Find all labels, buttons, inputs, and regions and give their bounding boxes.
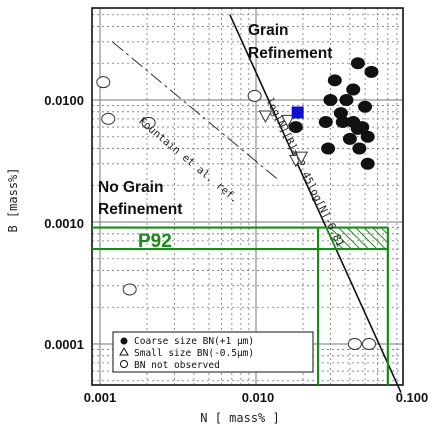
data-point-bn-not-observed	[96, 76, 111, 89]
data-point-coarse-bn	[360, 157, 375, 170]
data-point-coarse-bn	[364, 65, 379, 78]
region-label-no-refinement: Refinement	[98, 201, 182, 218]
legend: Coarse size BN(+1 μm) Small size BN(-0.5…	[112, 331, 314, 373]
data-point-coarse-bn	[339, 94, 354, 106]
data-point-small-bn	[258, 110, 273, 123]
y-tick-label: 0.0001	[44, 337, 84, 352]
x-tick-label: 0.100	[396, 390, 429, 405]
x-axis-label: N [ mass% ]	[200, 411, 279, 425]
y-tick-label: 0.0010	[44, 216, 84, 231]
data-point-coarse-bn	[333, 107, 348, 120]
region-label-grain: Grain	[248, 22, 288, 39]
data-point-coarse-bn	[346, 83, 361, 96]
data-point-coarse-bn	[352, 142, 367, 155]
data-point-small-bn	[281, 114, 295, 128]
data-point-bn-not-observed	[141, 116, 156, 129]
y-axis-label: B [mass%]	[6, 167, 20, 232]
data-point-coarse-bn	[318, 116, 333, 129]
data-point-coarse-bn	[360, 130, 375, 143]
legend-label: BN not observed	[134, 360, 220, 371]
p92-hatched-area	[325, 226, 389, 250]
data-point-coarse-bn	[350, 122, 365, 135]
fountain-reference-line	[112, 41, 280, 181]
data-point-coarse-bn	[321, 142, 336, 155]
data-point-coarse-bn	[358, 100, 373, 113]
x-tick-label: 0.001	[84, 390, 117, 405]
data-point-coarse-bn	[342, 132, 357, 145]
legend-marker-open-circle	[120, 360, 128, 368]
data-point-coarse-bn	[323, 94, 338, 106]
boundary-line	[229, 14, 402, 393]
data-point-bn-not-observed	[347, 338, 362, 350]
legend-marker-open-triangle	[119, 346, 129, 356]
data-point-coarse-bn	[350, 57, 365, 70]
legend-label: Small size BN(-0.5μm)	[134, 348, 254, 359]
data-point-coarse-bn	[288, 121, 303, 134]
legend-marker-filled-circle	[120, 337, 128, 345]
y-tick-label: 0.0100	[44, 93, 84, 108]
data-point-bn-not-observed	[361, 338, 376, 350]
legend-box	[112, 331, 314, 373]
p92-label: P92	[138, 231, 172, 252]
data-point-coarse-bn	[335, 116, 350, 129]
region-label-no-grain: No Grain	[98, 179, 163, 196]
data-point-small-bn	[294, 151, 309, 165]
plot-frame	[91, 7, 404, 386]
data-point-bn-not-observed	[247, 89, 262, 102]
region-label-refinement: Refinement	[248, 45, 332, 62]
data-point-bn-not-observed	[101, 112, 116, 125]
data-point-square	[291, 106, 304, 119]
x-tick-label: 0.010	[242, 390, 275, 405]
data-point-bn-not-observed	[122, 283, 137, 296]
data-point-coarse-bn	[327, 74, 342, 87]
legend-label: Coarse size BN(+1 μm)	[134, 336, 254, 347]
